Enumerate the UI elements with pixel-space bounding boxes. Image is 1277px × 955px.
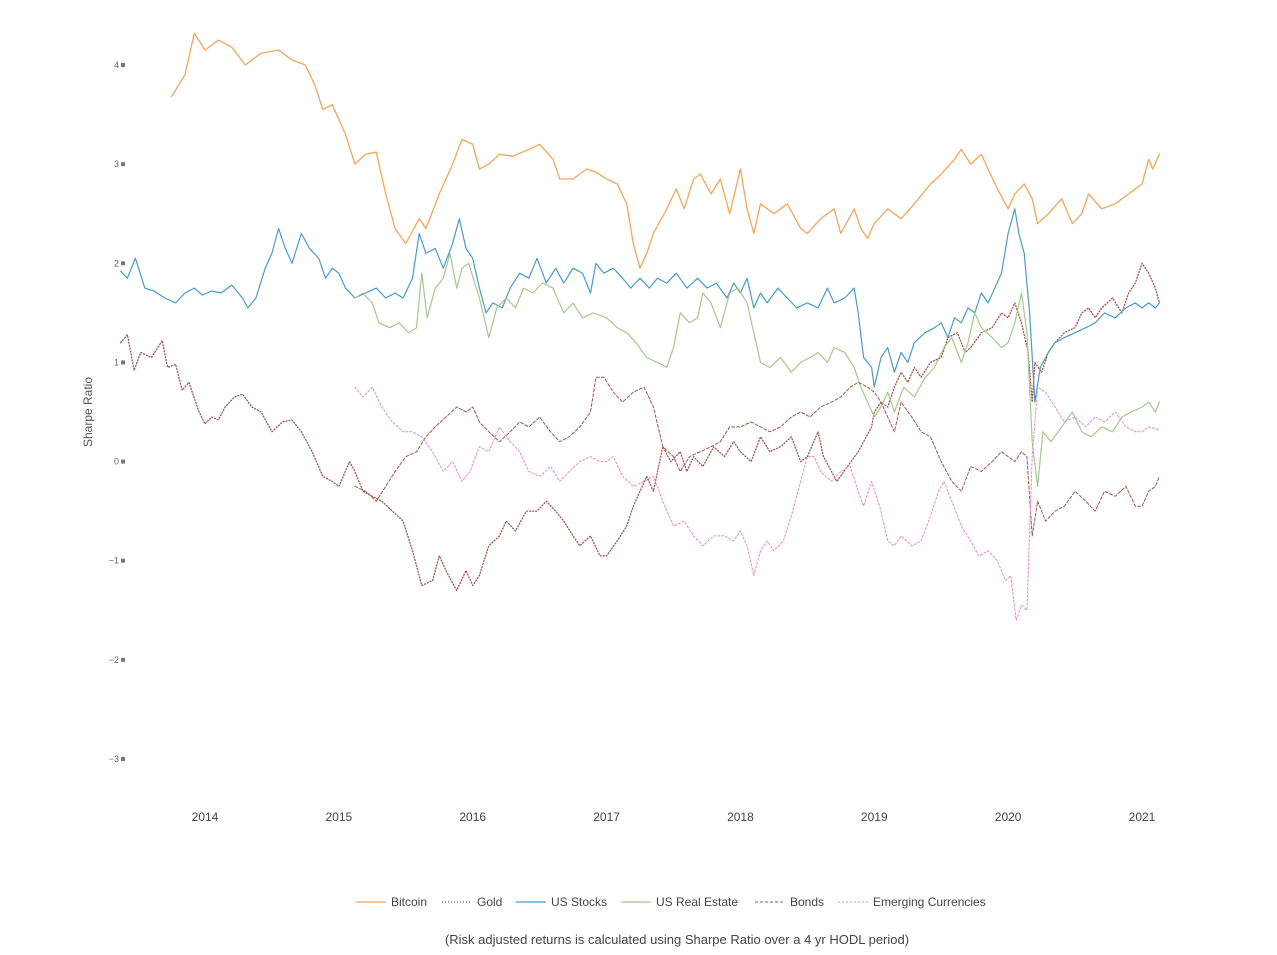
x-tick-label: 2021 [1129,810,1156,824]
series-line-us-real-estate [354,252,1160,487]
legend-label: US Real Estate [656,895,738,909]
series-line-us-stocks [120,208,1160,403]
series-lines [120,32,1161,621]
series-line-gold [120,262,1161,592]
y-tick-mark [121,360,125,365]
legend-item-gold[interactable]: Gold [442,895,502,909]
legend-label: Bitcoin [391,895,427,909]
y-tick-label: −2 [109,655,119,665]
y-axis-title: Sharpe Ratio [81,377,95,447]
y-tick-mark [121,757,125,761]
legend-label: Emerging Currencies [873,895,986,909]
y-tick-mark [121,459,125,464]
y-tick-mark [121,261,125,266]
y-tick-mark [121,657,125,662]
x-tick-label: 2016 [459,810,486,824]
legend-label: US Stocks [551,895,607,909]
y-tick-mark [121,558,125,563]
legend-label: Gold [477,895,502,909]
y-tick-label: 0 [114,457,119,467]
x-tick-label: 2019 [861,810,888,824]
series-line-bonds [354,376,1160,537]
y-tick-label: 3 [114,159,119,169]
series-line-bitcoin [170,32,1161,269]
x-tick-label: 2020 [995,810,1022,824]
y-tick-label: 4 [114,60,119,70]
y-axis-ticks: 4 3 2 1 0 −1 −2 −3 [109,60,125,764]
series-line-emerging-currencies [354,386,1160,621]
x-tick-label: 2015 [326,810,353,824]
y-tick-label: 2 [114,258,119,268]
chart-footnote: (Risk adjusted returns is calculated usi… [445,932,909,947]
x-axis-ticks: 2014 2015 2016 2017 2018 2019 2020 2021 [192,810,1156,824]
chart-legend[interactable]: Bitcoin Gold US Stocks US Real Estate Bonds E… [356,895,986,909]
legend-item-emerging-currencies[interactable]: Emerging Currencies [838,895,986,909]
legend-item-us-stocks[interactable]: US Stocks [516,895,607,909]
x-tick-label: 2017 [593,810,620,824]
y-tick-label: 1 [114,357,119,367]
y-tick-label: −3 [109,754,119,764]
x-tick-label: 2014 [192,810,219,824]
y-tick-label: −1 [109,556,119,566]
legend-item-bitcoin[interactable]: Bitcoin [356,895,427,909]
legend-item-bonds[interactable]: Bonds [755,895,824,909]
legend-label: Bonds [790,895,824,909]
legend-item-us-real-estate[interactable]: US Real Estate [621,895,738,909]
x-tick-label: 2018 [727,810,754,824]
y-tick-mark [121,162,125,167]
y-tick-mark [121,63,125,67]
